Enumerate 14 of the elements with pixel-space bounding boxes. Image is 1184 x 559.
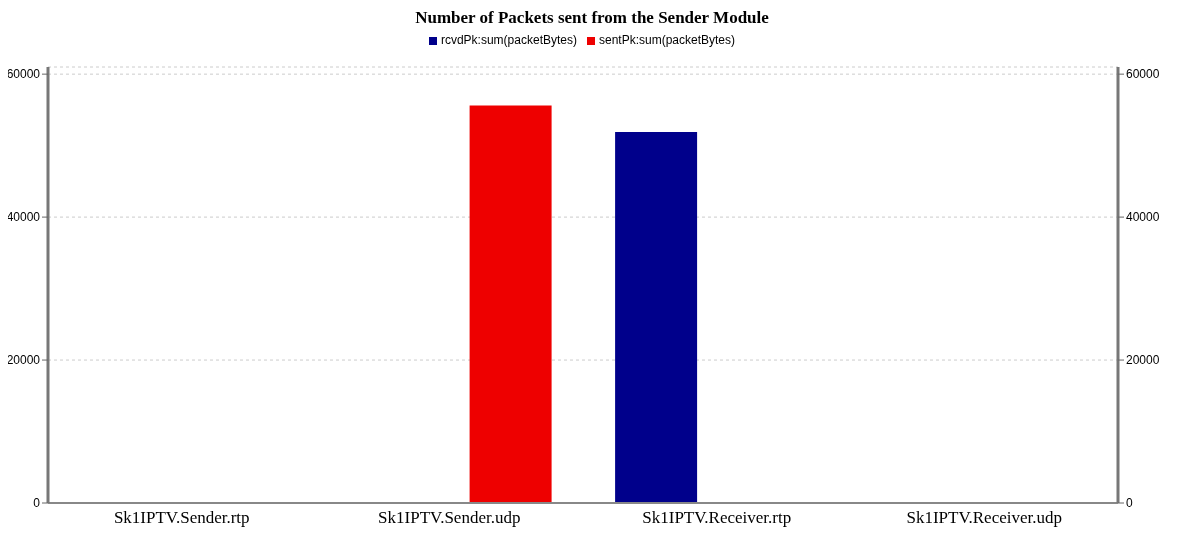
legend-label: rcvdPk:sum(packetBytes)	[440, 33, 577, 47]
y-tick-label: 0	[33, 496, 41, 511]
y-tick-label: 60000	[6, 67, 41, 82]
legend-label: sentPk:sum(packetBytes)	[598, 33, 736, 47]
y2-tick-label: 60000	[1126, 67, 1160, 82]
x-tick-label: Sk1IPTV.Sender.udp	[378, 508, 521, 528]
chart-title: Number of Packets sent from the Sender Module	[414, 8, 770, 28]
y2-tick-label: 40000	[1126, 210, 1160, 225]
x-tick-label: Sk1IPTV.Sender.rtp	[113, 508, 250, 528]
x-tick-label: Sk1IPTV.Receiver.udp	[906, 508, 1063, 528]
x-tick-label: Sk1IPTV.Receiver.rtp	[642, 508, 792, 528]
y2-tick-label: 0	[1126, 496, 1133, 511]
y-tick-label: 20000	[6, 353, 41, 368]
y2-tick-label: 20000	[1126, 353, 1160, 368]
